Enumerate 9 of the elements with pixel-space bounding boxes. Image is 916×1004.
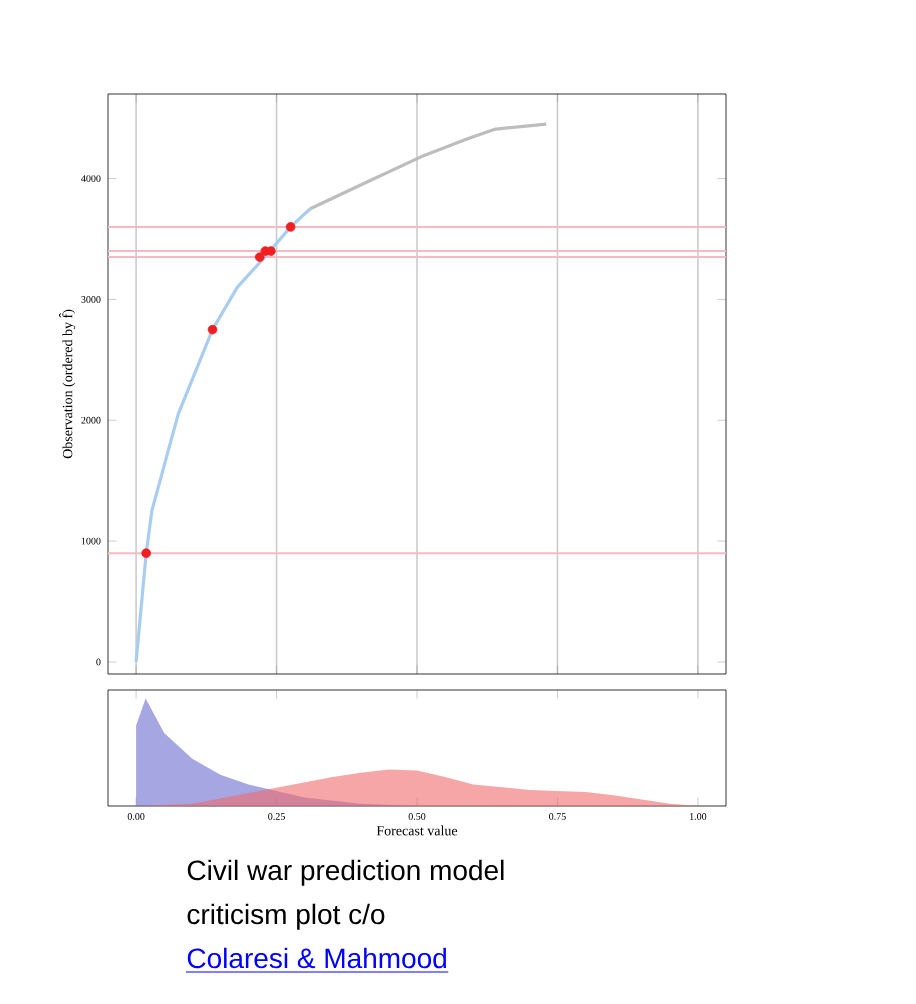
point bbox=[285, 222, 296, 232]
line-series bbox=[134, 207, 312, 664]
point bbox=[254, 252, 265, 262]
point bbox=[141, 548, 151, 558]
line-series bbox=[308, 122, 548, 211]
text: Colaresi & Mahmood bbox=[187, 947, 446, 969]
point bbox=[207, 324, 218, 335]
text: criticism plot c/o bbox=[187, 903, 385, 930]
text: Civil war prediction model bbox=[187, 859, 504, 886]
